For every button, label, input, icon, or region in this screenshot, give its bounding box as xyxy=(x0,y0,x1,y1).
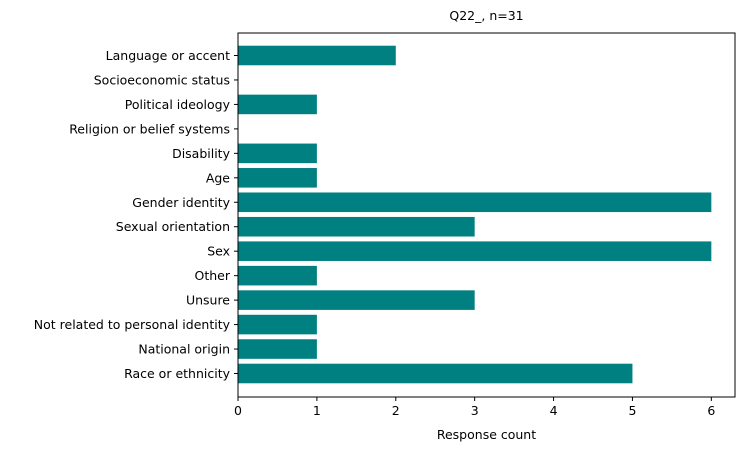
y-tick-label: Political ideology xyxy=(125,97,231,112)
x-tick-label: 5 xyxy=(628,403,636,418)
y-tick-label: Religion or belief systems xyxy=(69,121,230,136)
x-tick-label: 0 xyxy=(234,403,242,418)
y-tick-label: Not related to personal identity xyxy=(34,317,231,332)
y-tick-label: Race or ethnicity xyxy=(124,366,231,381)
bar xyxy=(238,94,317,115)
bar xyxy=(238,241,712,261)
bar xyxy=(238,216,475,237)
bar xyxy=(238,265,317,286)
x-axis-title: Response count xyxy=(437,427,536,442)
x-tick-label: 1 xyxy=(313,403,321,418)
y-tick-label: Sexual orientation xyxy=(116,219,230,234)
bar xyxy=(238,363,633,384)
y-tick-label: National origin xyxy=(138,342,230,357)
y-tick-label: Gender identity xyxy=(132,195,230,210)
bar xyxy=(238,290,475,310)
bar xyxy=(238,168,317,188)
x-tick-label: 4 xyxy=(550,403,558,418)
y-tick-label: Other xyxy=(195,268,231,283)
plot-frame xyxy=(237,32,736,398)
bar xyxy=(238,314,317,335)
y-tick-label: Unsure xyxy=(186,293,230,308)
y-tick-label: Language or accent xyxy=(106,48,230,63)
chart-title: Q22_, n=31 xyxy=(449,8,523,23)
x-tick-label: 3 xyxy=(471,403,479,418)
bar xyxy=(238,339,317,359)
y-tick-label: Disability xyxy=(172,146,231,161)
bar xyxy=(238,45,396,66)
x-tick-label: 6 xyxy=(707,403,715,418)
y-tick-label: Age xyxy=(206,170,230,185)
y-tick-label: Sex xyxy=(207,244,230,259)
bar xyxy=(238,192,712,213)
y-tick-label: Socioeconomic status xyxy=(94,72,230,87)
x-tick-label: 2 xyxy=(392,403,400,418)
bar xyxy=(238,143,317,164)
